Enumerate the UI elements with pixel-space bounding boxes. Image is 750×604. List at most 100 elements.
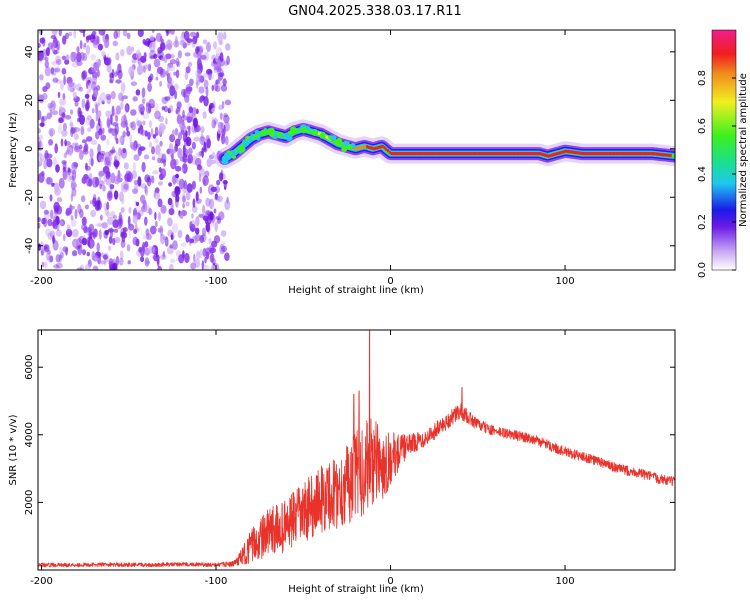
noise-blob [194, 258, 201, 268]
ridge-hot-segment [610, 152, 613, 156]
noise-blob [89, 200, 93, 205]
noise-blob [55, 59, 62, 66]
noise-blob [82, 30, 86, 38]
noise-blob [132, 215, 138, 225]
noise-blob [205, 247, 212, 255]
ridge-hot-segment [619, 152, 622, 156]
ridge-hot-segment [565, 149, 568, 153]
noise-blob [112, 262, 118, 270]
noise-blob [82, 249, 86, 256]
noise-blob [90, 157, 94, 167]
ridge-hot-segment [573, 150, 576, 154]
ridge-hot-segment [367, 145, 370, 149]
noise-blob [107, 216, 114, 226]
noise-blob [147, 131, 151, 140]
x-tick-label: 100 [556, 576, 575, 587]
noise-blob [158, 115, 165, 123]
noise-blob [163, 105, 168, 113]
noise-blob [205, 86, 209, 97]
noise-blob [83, 226, 88, 234]
noise-blob [171, 153, 174, 160]
noise-blob [211, 117, 215, 125]
noise-blob [85, 116, 91, 126]
noise-blob [203, 79, 209, 90]
noise-blob [154, 126, 159, 137]
y-tick-label: 6000 [24, 354, 35, 379]
noise-blob [69, 119, 73, 127]
noise-blob [209, 198, 214, 210]
ridge-hot-segment [519, 152, 522, 156]
noise-blob [182, 250, 185, 259]
ridge-hot-segment [355, 147, 358, 151]
noise-blob [54, 143, 58, 154]
noise-blob [69, 122, 74, 129]
noise-blob [198, 86, 205, 94]
noise-blob [39, 155, 45, 163]
noise-blob [168, 182, 173, 187]
noise-blob [101, 127, 105, 134]
noise-blob [51, 41, 56, 53]
noise-blob [170, 30, 175, 35]
noise-blob [185, 191, 191, 201]
noise-blob [151, 175, 155, 184]
noise-blob [146, 176, 152, 187]
noise-blob [99, 183, 103, 190]
noise-blob [49, 129, 54, 138]
noise-blob [203, 141, 207, 153]
noise-blob [219, 243, 226, 255]
noise-blob [56, 205, 63, 215]
noise-blob [164, 96, 171, 101]
ridge-hot-segment [366, 145, 369, 149]
noise-blob [91, 81, 97, 91]
noise-blob [173, 71, 177, 76]
ridge-hot-segment [620, 152, 623, 156]
noise-blob [196, 250, 201, 260]
noise-blob [98, 180, 105, 187]
noise-blob [122, 148, 127, 154]
noise-blob [100, 260, 106, 265]
noise-blob [121, 115, 128, 126]
noise-blob [60, 138, 64, 147]
noise-blob [223, 114, 230, 124]
snr-frame [37, 329, 676, 571]
ridge-hot-segment [427, 152, 430, 156]
colorbar-gradient [711, 29, 737, 271]
ridge-hot-segment [448, 152, 451, 156]
noise-blob [171, 129, 175, 140]
noise-blob [79, 111, 83, 116]
noise-blob [195, 68, 202, 78]
noise-blob [175, 57, 180, 67]
noise-blob [57, 91, 61, 99]
noise-blob [150, 127, 154, 137]
noise-blob [168, 143, 174, 154]
ridge-hot-segment [612, 152, 615, 156]
noise-blob [61, 55, 67, 61]
ridge-hot-segment [441, 152, 444, 156]
ridge-hot-segment [435, 152, 438, 156]
y-tick-label: 20 [24, 94, 35, 107]
noise-blob [217, 79, 223, 89]
ridge-hot-segment [605, 152, 608, 156]
noise-blob [192, 35, 198, 45]
ridge-blob [260, 129, 267, 137]
noise-blob [158, 122, 166, 133]
noise-blob [184, 94, 190, 103]
ridge-hot-segment [551, 153, 554, 157]
ridge-blob [300, 126, 307, 133]
noise-blob [106, 211, 111, 219]
noise-blob [112, 214, 117, 220]
ridge-hot-segment [394, 152, 396, 156]
noise-blob [51, 110, 59, 116]
noise-blob [144, 216, 148, 226]
noise-blob [183, 30, 190, 41]
noise-blob [157, 227, 163, 233]
noise-blob [183, 180, 188, 190]
ridge-hot-segment [511, 152, 513, 156]
ridge-blob [243, 140, 250, 147]
ridge-hot-segment [547, 154, 550, 158]
ridge-blob [255, 134, 259, 138]
noise-blob [157, 66, 164, 75]
ridge-hot-segment [388, 150, 391, 154]
noise-blob [101, 100, 105, 105]
